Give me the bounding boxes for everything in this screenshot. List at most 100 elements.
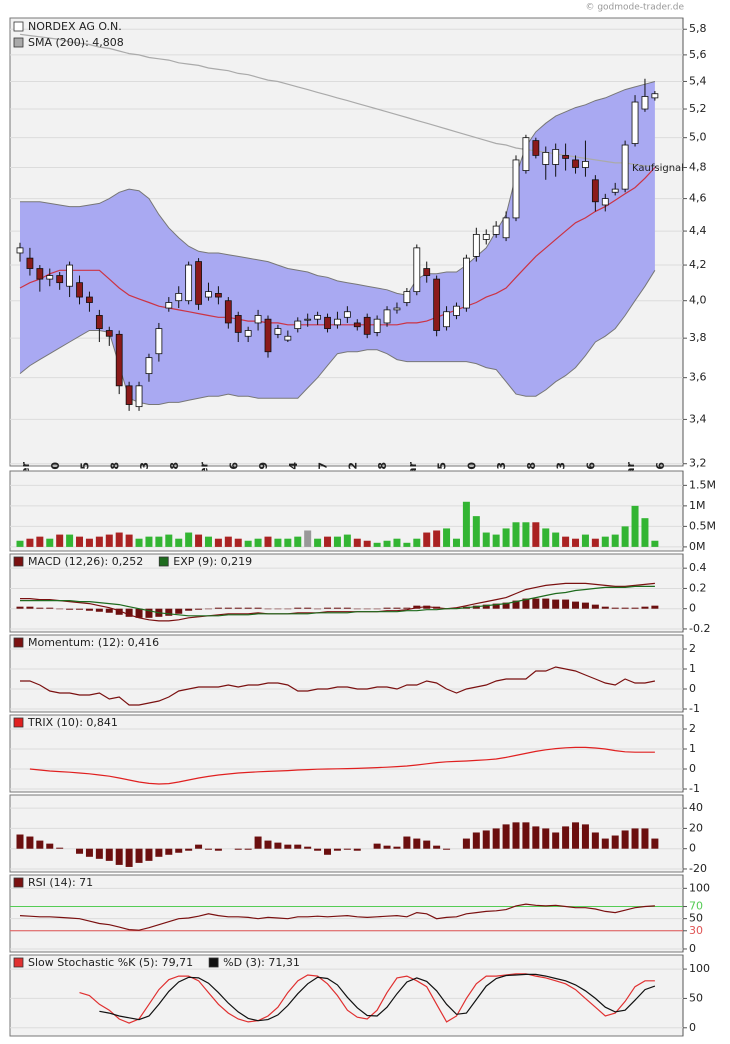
bar	[641, 518, 649, 547]
legend-swatch	[208, 957, 219, 968]
candle-body	[324, 316, 331, 330]
bar	[373, 542, 381, 547]
candle-body	[115, 333, 123, 387]
bar	[175, 848, 183, 853]
bar	[115, 532, 123, 547]
y-tick-label: 1	[689, 742, 696, 755]
candle-body	[56, 275, 64, 284]
candle-body	[86, 296, 93, 303]
candle-body	[185, 264, 193, 302]
bar	[552, 532, 560, 547]
candle-body	[274, 328, 282, 335]
y-tick-label: -1	[689, 702, 700, 715]
histogram-bar	[195, 608, 203, 610]
bar	[621, 526, 629, 547]
candle-body	[155, 328, 163, 355]
bar	[304, 530, 312, 547]
candle-body	[76, 282, 83, 298]
indicator-line	[79, 973, 655, 1024]
histogram-bar	[601, 606, 609, 609]
legend-swatch	[13, 957, 24, 968]
legend-label: EXP (9): 0,219	[173, 555, 252, 568]
candle-body	[641, 96, 649, 110]
bar	[165, 534, 173, 547]
bar	[522, 522, 530, 547]
bar	[274, 842, 282, 849]
bar	[66, 534, 74, 547]
bar	[581, 534, 589, 547]
bar	[492, 828, 500, 849]
bar	[125, 534, 133, 547]
y-tick-label: 100	[689, 881, 710, 894]
histogram-bar	[502, 602, 510, 609]
bar	[195, 534, 203, 547]
histogram-bar	[105, 608, 113, 613]
y-tick-label: 70	[689, 900, 703, 913]
candle-body	[383, 309, 391, 324]
histogram-bar	[36, 607, 44, 609]
histogram-bar	[165, 608, 173, 616]
histogram-bar	[324, 607, 332, 609]
bar	[443, 528, 451, 547]
candle-body	[304, 318, 312, 321]
y-tick-label: 100	[689, 962, 710, 975]
candle-body	[542, 152, 550, 165]
y-tick-label: 50	[689, 912, 703, 925]
candle-body	[264, 318, 272, 353]
annotation: Kaufsignal	[632, 163, 684, 174]
bar	[26, 836, 34, 849]
bar	[403, 542, 411, 547]
bar	[46, 843, 54, 849]
legend-swatch	[13, 877, 24, 888]
bar	[234, 538, 242, 547]
indicator-line	[20, 666, 656, 706]
histogram-bar	[522, 598, 530, 609]
candle-body	[254, 315, 262, 324]
legend-label: SMA (200): 4,808	[28, 36, 124, 49]
y-tick-label: 4,6	[689, 192, 707, 205]
histogram-bar	[383, 607, 391, 609]
bar	[532, 826, 540, 849]
bollinger-band	[20, 81, 655, 405]
candle-body	[611, 188, 619, 193]
histogram-bar	[304, 607, 312, 609]
histogram-bar	[254, 607, 262, 609]
histogram-bar	[532, 598, 540, 609]
bar	[472, 516, 480, 547]
candle-body	[403, 291, 411, 303]
bar	[254, 538, 262, 547]
candle-body	[244, 330, 252, 337]
bar	[95, 536, 103, 547]
candle-body	[205, 291, 212, 298]
bar	[641, 828, 649, 849]
candle-body	[36, 268, 44, 280]
bar	[621, 830, 629, 849]
bar	[254, 836, 262, 849]
histogram-bar	[95, 608, 103, 612]
histogram-bar	[46, 607, 54, 609]
histogram-bar	[135, 608, 143, 618]
bar	[284, 538, 292, 547]
bar	[125, 848, 133, 867]
legend-label: MACD (12,26): 0,252	[28, 555, 143, 568]
legend-label: NORDEX AG O.N.	[28, 20, 122, 33]
candle-body	[393, 307, 401, 311]
y-tick-label: 3,2	[689, 457, 707, 470]
candle-body	[631, 101, 639, 144]
candle-body	[175, 293, 183, 302]
bar	[651, 838, 659, 849]
histogram-bar	[611, 607, 619, 609]
bar	[552, 832, 560, 849]
histogram-bar	[591, 604, 599, 609]
legend-label: Slow Stochastic %K (5): 79,71	[28, 956, 193, 969]
histogram-bar	[284, 608, 292, 610]
candle-body	[294, 320, 302, 330]
bar	[314, 538, 322, 547]
histogram-bar	[214, 607, 222, 609]
histogram-bar	[581, 602, 589, 609]
candle-body	[16, 247, 24, 254]
candle-body	[532, 140, 540, 156]
bar	[373, 843, 381, 849]
bar	[314, 848, 322, 851]
